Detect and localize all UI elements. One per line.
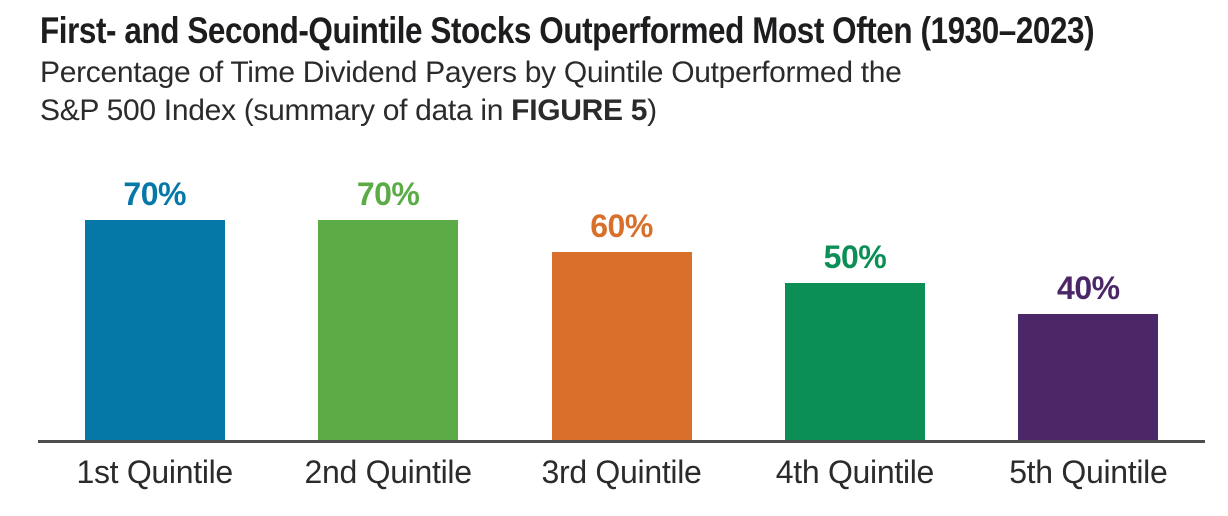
chart-subtitle-line2: S&P 500 Index (summary of data in FIGURE… bbox=[40, 92, 1210, 130]
bar-1st-quintile bbox=[84, 220, 225, 440]
x-axis-label-4th-quintile: 4th Quintile bbox=[775, 454, 935, 490]
bar-column-2nd-quintile: 70% bbox=[271, 127, 504, 440]
bar-value-label-2nd-quintile: 70% bbox=[356, 176, 420, 212]
bar-value-label-4th-quintile: 50% bbox=[823, 239, 887, 275]
bar-column-3rd-quintile: 60% bbox=[505, 127, 738, 440]
bar-3rd-quintile bbox=[551, 252, 692, 440]
bar-column-5th-quintile: 40% bbox=[972, 127, 1205, 440]
chart-subtitle-figure-ref: FIGURE 5 bbox=[511, 94, 648, 127]
bar-value-label-5th-quintile: 40% bbox=[1057, 270, 1120, 306]
bar-5th-quintile bbox=[1018, 314, 1159, 440]
x-axis-label-5th-quintile: 5th Quintile bbox=[1009, 454, 1168, 490]
chart-subtitle-line1: Percentage of Time Dividend Payers by Qu… bbox=[40, 54, 1210, 92]
x-axis-label-1st-quintile: 1st Quintile bbox=[76, 454, 233, 490]
x-axis-label-3rd-quintile: 3rd Quintile bbox=[541, 454, 702, 490]
bar-chart: 70% 70% 60% 50% 40% 1st Quintile 2nd Quintile… bbox=[38, 127, 1205, 492]
bar-4th-quintile bbox=[784, 283, 925, 440]
chart-header: First- and Second-Quintile Stocks Outper… bbox=[40, 8, 1210, 130]
x-axis-labels: 1st Quintile 2nd Quintile 3rd Quintile 4th … bbox=[38, 443, 1205, 492]
x-axis-label-2nd-quintile: 2nd Quintile bbox=[304, 454, 472, 490]
plot-area: 70% 70% 60% 50% 40% bbox=[38, 127, 1205, 443]
chart-title: First- and Second-Quintile Stocks Outper… bbox=[40, 8, 1210, 54]
chart-subtitle-line2-suffix: ) bbox=[647, 94, 657, 127]
chart-subtitle-line2-prefix: S&P 500 Index (summary of data in bbox=[40, 94, 512, 127]
chart-title-text: First- and Second-Quintile Stocks Outper… bbox=[40, 10, 1095, 51]
bar-2nd-quintile bbox=[318, 220, 459, 440]
bar-column-1st-quintile: 70% bbox=[38, 127, 271, 440]
bar-column-4th-quintile: 50% bbox=[738, 127, 971, 440]
bar-value-label-3rd-quintile: 60% bbox=[590, 208, 653, 244]
bar-value-label-1st-quintile: 70% bbox=[123, 176, 186, 212]
chart-subtitle-line1-text: Percentage of Time Dividend Payers by Qu… bbox=[40, 56, 902, 89]
